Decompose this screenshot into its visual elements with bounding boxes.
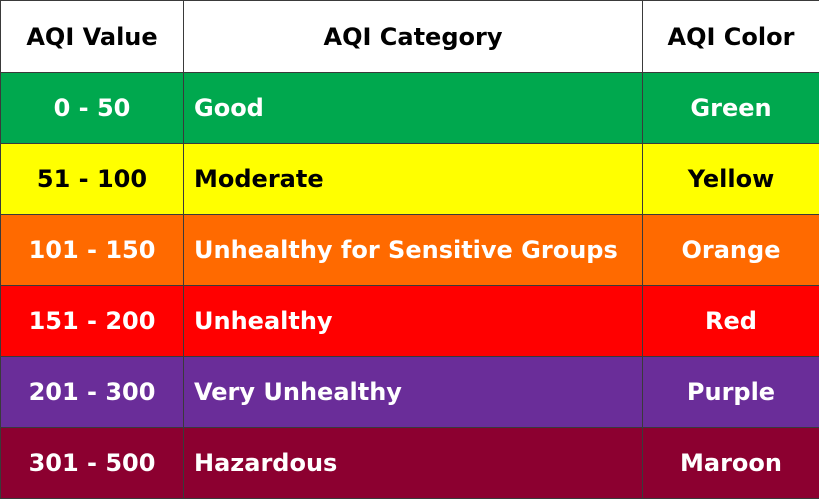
aqi-value-cell: 101 - 150	[0, 214, 184, 286]
aqi-category-cell: Hazardous	[183, 427, 643, 499]
header-aqi-color: AQI Color	[642, 0, 819, 73]
aqi-category-cell: Unhealthy for Sensitive Groups	[183, 214, 643, 286]
aqi-color-cell: Orange	[642, 214, 819, 286]
table-row: 0 - 50 Good Green	[0, 72, 819, 144]
aqi-category-cell: Good	[183, 72, 643, 144]
header-aqi-value: AQI Value	[0, 0, 184, 73]
aqi-color-cell: Maroon	[642, 427, 819, 499]
table-row: 201 - 300 Very Unhealthy Purple	[0, 356, 819, 428]
aqi-category-cell: Very Unhealthy	[183, 356, 643, 428]
aqi-value-cell: 301 - 500	[0, 427, 184, 499]
table-header-row: AQI Value AQI Category AQI Color	[0, 0, 819, 73]
table-row: 51 - 100 Moderate Yellow	[0, 143, 819, 215]
aqi-category-cell: Unhealthy	[183, 285, 643, 357]
table-row: 151 - 200 Unhealthy Red	[0, 285, 819, 357]
aqi-color-cell: Green	[642, 72, 819, 144]
aqi-value-cell: 0 - 50	[0, 72, 184, 144]
aqi-color-cell: Yellow	[642, 143, 819, 215]
aqi-color-cell: Red	[642, 285, 819, 357]
aqi-value-cell: 201 - 300	[0, 356, 184, 428]
aqi-value-cell: 51 - 100	[0, 143, 184, 215]
aqi-color-cell: Purple	[642, 356, 819, 428]
aqi-value-cell: 151 - 200	[0, 285, 184, 357]
table-row: 301 - 500 Hazardous Maroon	[0, 427, 819, 499]
table-row: 101 - 150 Unhealthy for Sensitive Groups…	[0, 214, 819, 286]
header-aqi-category: AQI Category	[183, 0, 643, 73]
aqi-category-cell: Moderate	[183, 143, 643, 215]
